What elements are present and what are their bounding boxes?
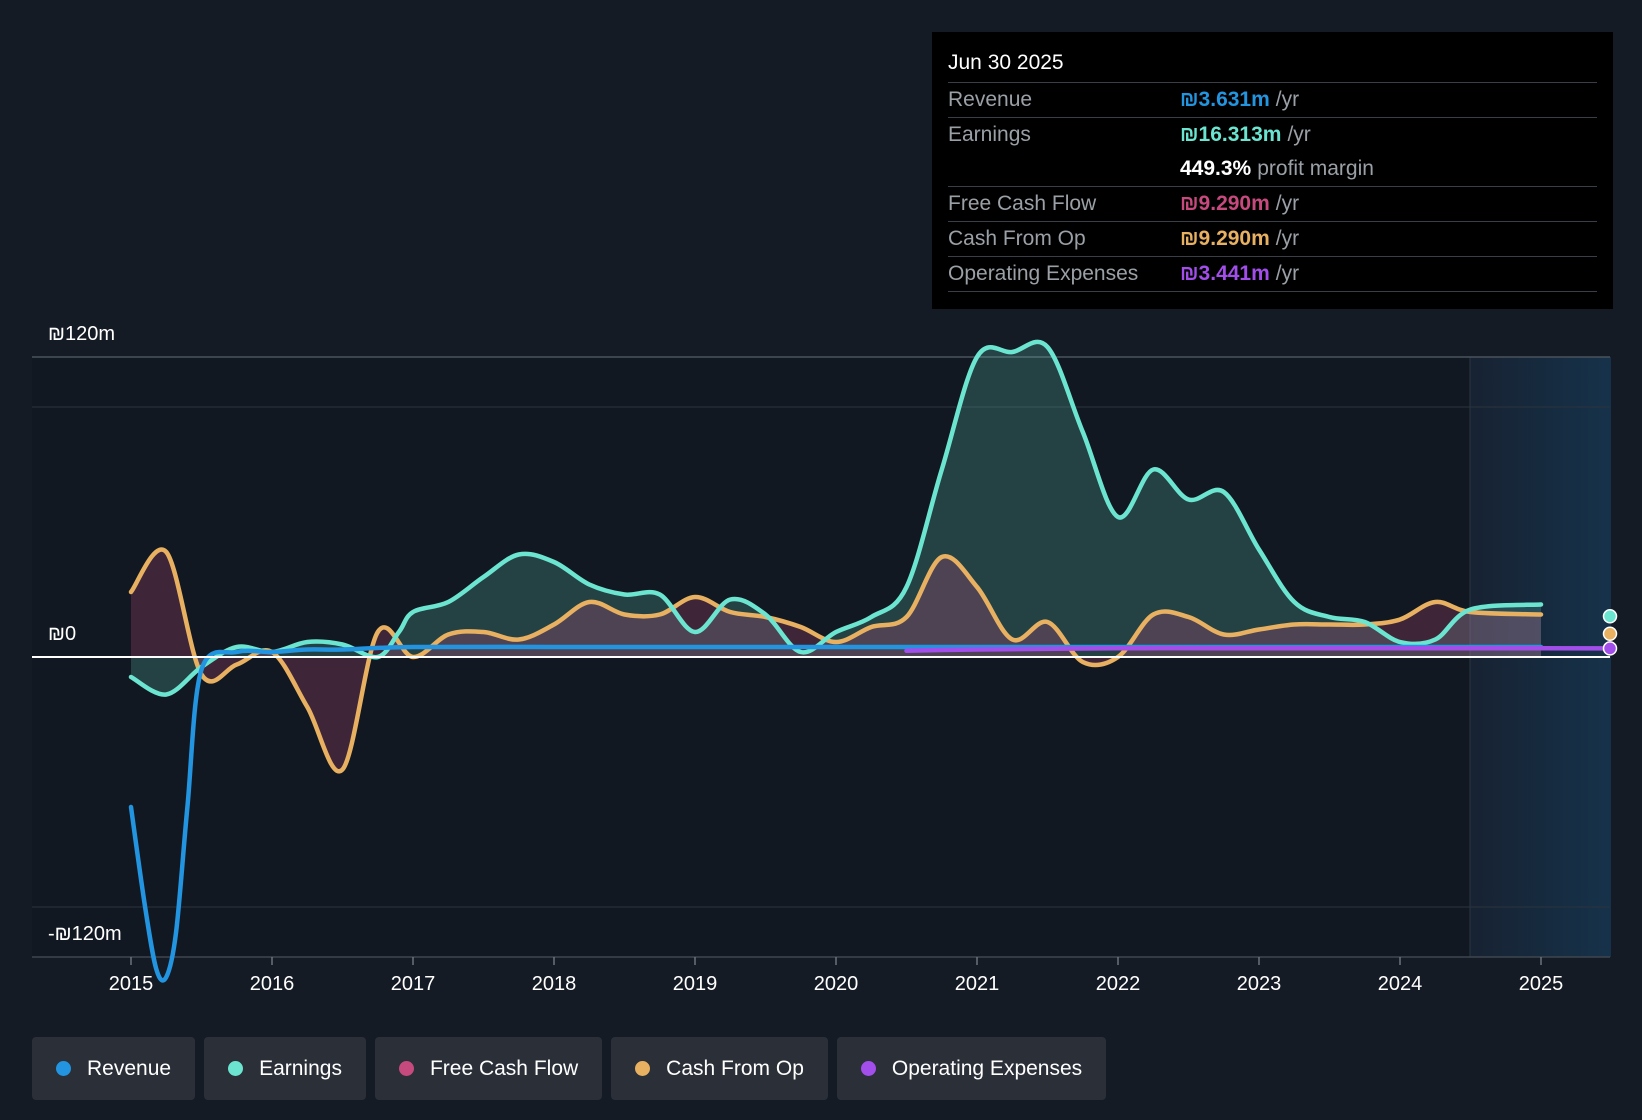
x-tick-label-2015: 2015 xyxy=(109,973,154,995)
x-tick-label-2025: 2025 xyxy=(1519,973,1564,995)
tooltip-value-unit: profit margin xyxy=(1257,157,1374,180)
tooltip-value-unit: /yr xyxy=(1275,88,1300,111)
tooltip-value: 449.3% profit margin xyxy=(1180,152,1374,186)
tooltip-value-unit: /yr xyxy=(1275,227,1300,250)
y-tick-label-bottom: -₪120m xyxy=(48,923,122,945)
legend-label: Cash From Op xyxy=(666,1056,804,1080)
tooltip-value-unit: /yr xyxy=(1275,192,1300,215)
tooltip-value-unit: /yr xyxy=(1275,262,1300,285)
tooltip-key: Cash From Op xyxy=(948,227,1086,250)
legend-label: Earnings xyxy=(259,1056,342,1080)
tooltip-value-unit: /yr xyxy=(1287,123,1311,146)
legend-item-earnings[interactable]: Earnings xyxy=(204,1037,366,1100)
tooltip-value-number: ₪3.441m xyxy=(1180,262,1270,285)
x-tick-label-2017: 2017 xyxy=(391,973,436,995)
tooltip-key: Revenue xyxy=(948,88,1033,111)
x-tick-label-2020: 2020 xyxy=(814,973,859,995)
legend-dot-icon xyxy=(56,1061,71,1076)
tooltip-key: Operating Expenses xyxy=(948,262,1139,285)
cash-from-op-line xyxy=(128,547,1544,774)
tooltip-rows: Revenue ₪3.631m/yr Earnings ₪16.313m/yr 449.… xyxy=(948,83,1597,292)
legend-item-cash-from-op[interactable]: Cash From Op xyxy=(611,1037,828,1100)
tooltip-row-cash-from-op: Cash From Op ₪9.290m/yr xyxy=(948,222,1597,257)
tooltip-key: Free Cash Flow xyxy=(948,192,1097,215)
legend-item-operating-expenses[interactable]: Operating Expenses xyxy=(836,1037,1107,1100)
tooltip-value-number: ₪9.290m xyxy=(1180,227,1270,250)
tooltip-value: ₪9.290m/yr xyxy=(1180,187,1299,221)
end-markers xyxy=(1602,609,1618,656)
legend-label: Revenue xyxy=(87,1056,172,1080)
x-tick-label-2016: 2016 xyxy=(250,973,295,995)
tooltip-value: ₪3.441m/yr xyxy=(1180,257,1299,291)
legend-dot-icon xyxy=(860,1061,876,1076)
legend-dot-icon xyxy=(228,1061,244,1076)
x-axis-ticks: 2015 2016 2017 2018 2019 2020 2021 2022 2023 2024… xyxy=(109,957,1564,995)
tooltip-row-profit-margin: 449.3% profit margin xyxy=(948,152,1597,187)
x-tick-label-2022: 2022 xyxy=(1096,973,1141,995)
x-tick-label-2023: 2023 xyxy=(1237,973,1282,995)
cash-from-op-end-marker[interactable] xyxy=(1602,626,1618,642)
earnings-area xyxy=(131,341,1541,695)
legend-item-revenue[interactable]: Revenue xyxy=(32,1037,196,1100)
tooltip-value: ₪16.313m/yr xyxy=(1180,118,1311,152)
tooltip-key xyxy=(948,152,1180,186)
tooltip-value-number: ₪9.290m xyxy=(1180,192,1270,215)
tooltip-row-earnings: Earnings ₪16.313m/yr xyxy=(948,118,1597,152)
tooltip-row-revenue: Revenue ₪3.631m/yr xyxy=(948,83,1597,118)
earnings-end-marker[interactable] xyxy=(1602,609,1618,624)
y-tick-label-zero: ₪0 xyxy=(48,623,76,645)
legend-label: Operating Expenses xyxy=(891,1056,1083,1080)
operating-expenses-end-marker[interactable] xyxy=(1602,641,1618,656)
tooltip-value-number: ₪3.631m xyxy=(1180,88,1270,111)
x-tick-label-2021: 2021 xyxy=(955,973,1000,995)
operating-expenses-line xyxy=(904,645,1614,654)
tooltip-value: ₪9.290m/yr xyxy=(1180,222,1299,256)
x-tick-label-2018: 2018 xyxy=(532,973,577,995)
x-tick-label-2019: 2019 xyxy=(673,973,718,995)
tooltip-value-number: ₪16.313m xyxy=(1180,123,1282,146)
legend-item-free-cash-flow[interactable]: Free Cash Flow xyxy=(374,1037,603,1100)
tooltip-panel: Jun 30 2025 Revenue ₪3.631m/yr Earnings ₪16… xyxy=(932,32,1613,309)
tooltip-value: ₪3.631m/yr xyxy=(1180,83,1299,117)
y-tick-label-top: ₪120m xyxy=(48,323,115,345)
tooltip-date: Jun 30 2025 xyxy=(948,46,1597,83)
tooltip-value-number: 449.3% xyxy=(1180,157,1252,180)
legend-dot-icon xyxy=(398,1061,414,1076)
legend-label: Free Cash Flow xyxy=(429,1056,579,1080)
legend: Revenue Earnings Free Cash Flow Cash From O… xyxy=(32,1037,1107,1100)
tooltip-key: Earnings xyxy=(948,123,1031,146)
tooltip-row-free-cash-flow: Free Cash Flow ₪9.290m/yr xyxy=(948,187,1597,222)
x-tick-label-2024: 2024 xyxy=(1378,973,1423,995)
legend-dot-icon xyxy=(635,1061,651,1076)
tooltip-row-operating-expenses: Operating Expenses ₪3.441m/yr xyxy=(948,257,1597,292)
